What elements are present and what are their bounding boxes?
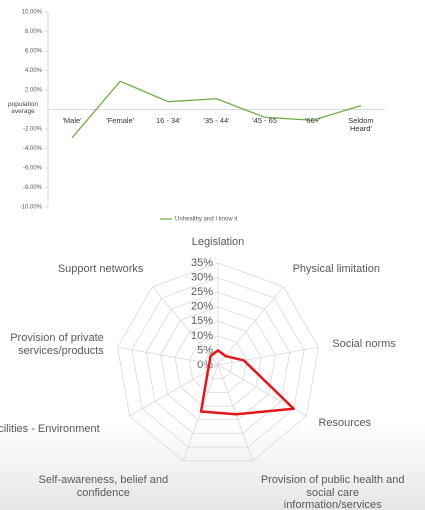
x-tick-label: Seldom Heard' — [348, 115, 374, 134]
r-tick-label: 5% — [197, 344, 213, 356]
r-tick-label: 20% — [191, 301, 213, 313]
grid-ring — [188, 335, 248, 393]
category-label: Provision of public health and social ca… — [260, 474, 405, 510]
spoke — [152, 286, 219, 366]
x-tick-label: 16 - 34' — [155, 115, 181, 125]
y-tick-label: -10.00% — [20, 205, 43, 211]
line-series — [71, 80, 362, 139]
background — [0, 420, 425, 510]
r-tick-label: 25% — [191, 286, 213, 298]
y-tick-label: 6.00% — [25, 49, 43, 55]
category-label: Resources — [318, 416, 372, 429]
category-label: Physical limitation — [292, 263, 380, 276]
y-tick-label: population average — [8, 100, 38, 115]
grid-ring — [145, 291, 291, 434]
y-tick-label: 2.00% — [25, 88, 43, 94]
category-label: Legislation — [191, 236, 245, 248]
r-tick-label: 30% — [191, 271, 213, 283]
legend-label: Unhealthy and I know it — [175, 217, 238, 223]
x-tick-label: '35 - 44' — [203, 115, 230, 125]
spoke — [217, 286, 284, 366]
spoke — [217, 346, 319, 366]
x-tick-label: 'Male' — [62, 115, 82, 125]
x-tick-label: '45 - 65 — [252, 115, 278, 125]
y-tick-label: -2.00% — [23, 127, 43, 133]
y-tick-label: -6.00% — [23, 166, 43, 172]
r-tick-label: 35% — [191, 257, 213, 269]
y-tick-label: 8.00% — [25, 29, 43, 35]
radar-series — [199, 349, 295, 416]
spoke — [217, 364, 254, 461]
x-tick-label: '66+' — [304, 115, 321, 125]
y-tick-label: -8.00% — [23, 185, 43, 191]
grid-ring — [160, 306, 276, 421]
category-label: Support networks — [57, 263, 144, 276]
grid-ring — [131, 277, 305, 448]
category-label: Self-awareness, belief and confidence — [38, 474, 169, 499]
spoke — [182, 364, 219, 461]
x-tick-label: 'Female' — [106, 115, 135, 125]
category-label: Provision of private services/products — [10, 332, 104, 357]
spoke — [129, 364, 219, 417]
r-tick-label: 10% — [191, 330, 213, 342]
spoke — [117, 346, 219, 366]
r-tick-label: 15% — [191, 315, 213, 327]
y-tick-label: 4.00% — [25, 68, 43, 74]
category-label: Social norms — [332, 338, 396, 351]
grid-ring — [174, 320, 262, 407]
category-label: Facilities - Environment — [0, 423, 100, 435]
y-tick-label: 10.00% — [22, 10, 43, 16]
grid-ring — [117, 262, 319, 462]
y-tick-label: -4.00% — [23, 146, 43, 152]
